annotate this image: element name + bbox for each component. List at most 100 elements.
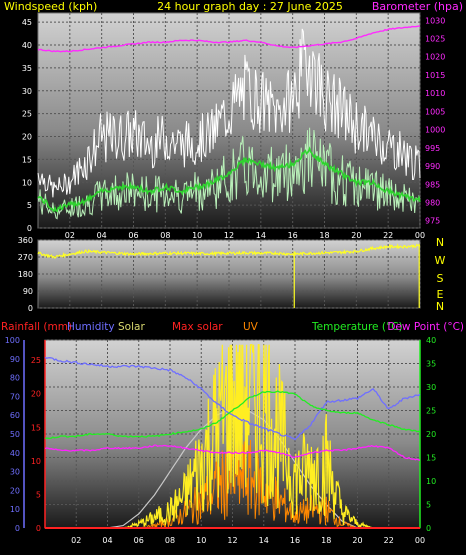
humidity-tick-label: 60 xyxy=(10,411,20,420)
rain-tick-label: 0 xyxy=(36,524,41,533)
humidity-tick-label: 40 xyxy=(10,449,20,458)
humidity-tick-label: 30 xyxy=(10,468,20,477)
x-tick-label: 12 xyxy=(224,231,234,240)
humidity-tick-label: 70 xyxy=(10,392,20,401)
x-tick-label: 14 xyxy=(256,231,266,240)
windspeed-axis-title: Windspeed (kph) xyxy=(4,0,97,13)
x-tick-label: 00 xyxy=(415,536,425,545)
x-tick-label: 14 xyxy=(259,536,269,545)
barometer-tick-label: 1025 xyxy=(425,35,445,44)
x-tick-label: 20 xyxy=(352,536,362,545)
rain-tick-label: 20 xyxy=(31,390,41,399)
humidity-tick-label: 50 xyxy=(10,430,20,439)
x-tick-label: 02 xyxy=(65,231,75,240)
temperature-tick-label: 0 xyxy=(426,524,431,533)
barometer-tick-label: 990 xyxy=(425,162,440,171)
humidity-tick-label: 20 xyxy=(10,486,20,495)
wind-avg-band xyxy=(37,127,421,220)
barometer-tick-label: 1000 xyxy=(425,126,445,135)
x-tick-label: 16 xyxy=(288,231,298,240)
barometer-tick-label: 1010 xyxy=(425,89,445,98)
barometer-tick-label: 975 xyxy=(425,217,440,226)
temperature-line xyxy=(44,390,421,440)
chart-title: 24 hour graph day : 27 June 2025 xyxy=(157,0,343,13)
barometer-axis-title: Barometer (hpa) xyxy=(372,0,463,13)
compass-label: E xyxy=(437,288,444,301)
windspeed-tick-label: 35 xyxy=(22,64,32,73)
windspeed-tick-label: 10 xyxy=(22,178,32,187)
humidity-tick-label: 80 xyxy=(10,374,20,383)
windspeed-tick-label: 30 xyxy=(22,87,32,96)
direction-tick-label: 90 xyxy=(23,287,33,296)
legend-max-solar: Max solar xyxy=(172,321,223,333)
rain-tick-label: 10 xyxy=(31,457,41,466)
humidity-line xyxy=(44,356,421,441)
direction-tick-label: 0 xyxy=(28,304,33,313)
dew-point-line xyxy=(44,444,421,461)
humidity-tick-label: 10 xyxy=(10,505,20,514)
temperature-tick-label: 5 xyxy=(426,501,431,510)
x-tick-label: 16 xyxy=(290,536,300,545)
x-tick-label: 06 xyxy=(134,536,144,545)
direction-series xyxy=(37,243,421,308)
barometer-line xyxy=(37,25,420,53)
humidity-tick-label: 100 xyxy=(5,336,20,345)
legend-solar: Solar xyxy=(118,321,145,333)
legend-uv: UV xyxy=(243,321,259,333)
x-tick-label: 08 xyxy=(165,536,175,545)
direction-axis: 360 270 180 90 0 xyxy=(18,236,33,313)
rain-tick-label: 25 xyxy=(31,356,41,365)
temperature-tick-label: 15 xyxy=(426,454,436,463)
direction-tick-label: 180 xyxy=(18,270,33,279)
barometer-tick-label: 980 xyxy=(425,198,440,207)
legend-humidity: Humidity xyxy=(67,321,115,333)
windspeed-tick-label: 20 xyxy=(22,133,32,142)
barometer-axis: 1030 1025 1020 1015 1010 1005 1000 995 990 985 980… xyxy=(425,16,445,225)
rain-tick-label: 5 xyxy=(36,490,41,499)
x-tick-label: 10 xyxy=(196,536,206,545)
temperature-tick-label: 35 xyxy=(426,360,436,369)
humidity-tick-label: 0 xyxy=(15,524,20,533)
legend-rainfall: Rainfall (mm) xyxy=(1,321,72,333)
windspeed-tick-label: 25 xyxy=(22,110,32,119)
wind-series xyxy=(37,25,421,220)
x-tick-label: 04 xyxy=(97,231,107,240)
temp-x-axis: 02 04 06 08 10 12 14 16 18 20 22 00 xyxy=(71,536,425,545)
windspeed-axis: 45 40 35 30 25 20 15 10 5 0 xyxy=(22,18,32,233)
x-tick-label: 20 xyxy=(351,231,361,240)
x-tick-label: 04 xyxy=(102,536,112,545)
wind-avg-line xyxy=(37,146,421,213)
compass-label: W xyxy=(435,254,446,267)
windspeed-tick-label: 5 xyxy=(27,201,32,210)
x-tick-label: 08 xyxy=(160,231,170,240)
wind-pressure-panel: Windspeed (kph) 24 hour graph day : 27 J… xyxy=(4,0,463,240)
x-tick-label: 18 xyxy=(319,231,329,240)
x-tick-label: 06 xyxy=(128,231,138,240)
barometer-tick-label: 1015 xyxy=(425,71,445,80)
legend-temperature: Temperature (°C) xyxy=(311,321,403,333)
temperature-tick-label: 20 xyxy=(426,430,436,439)
direction-tick-label: 270 xyxy=(18,253,33,262)
x-tick-label: 02 xyxy=(71,536,81,545)
temperature-tick-label: 40 xyxy=(426,336,436,345)
barometer-tick-label: 995 xyxy=(425,144,440,153)
wind-x-axis: 02 04 06 08 10 12 14 16 18 20 22 00 xyxy=(65,231,425,240)
x-tick-label: 12 xyxy=(227,536,237,545)
barometer-tick-label: 1030 xyxy=(425,16,445,25)
windspeed-tick-label: 0 xyxy=(27,224,32,233)
barometer-tick-label: 1005 xyxy=(425,107,445,116)
compass-label: S xyxy=(437,272,444,285)
x-tick-label: 18 xyxy=(321,536,331,545)
direction-grid xyxy=(38,239,421,309)
x-tick-label: 22 xyxy=(383,231,393,240)
temp-series xyxy=(44,344,421,530)
temperature-tick-label: 25 xyxy=(426,407,436,416)
x-tick-label: 00 xyxy=(415,231,425,240)
wind-gust-line xyxy=(37,28,421,198)
x-tick-label: 10 xyxy=(192,231,202,240)
rain-tick-label: 15 xyxy=(31,423,41,432)
windspeed-tick-label: 45 xyxy=(22,18,32,27)
